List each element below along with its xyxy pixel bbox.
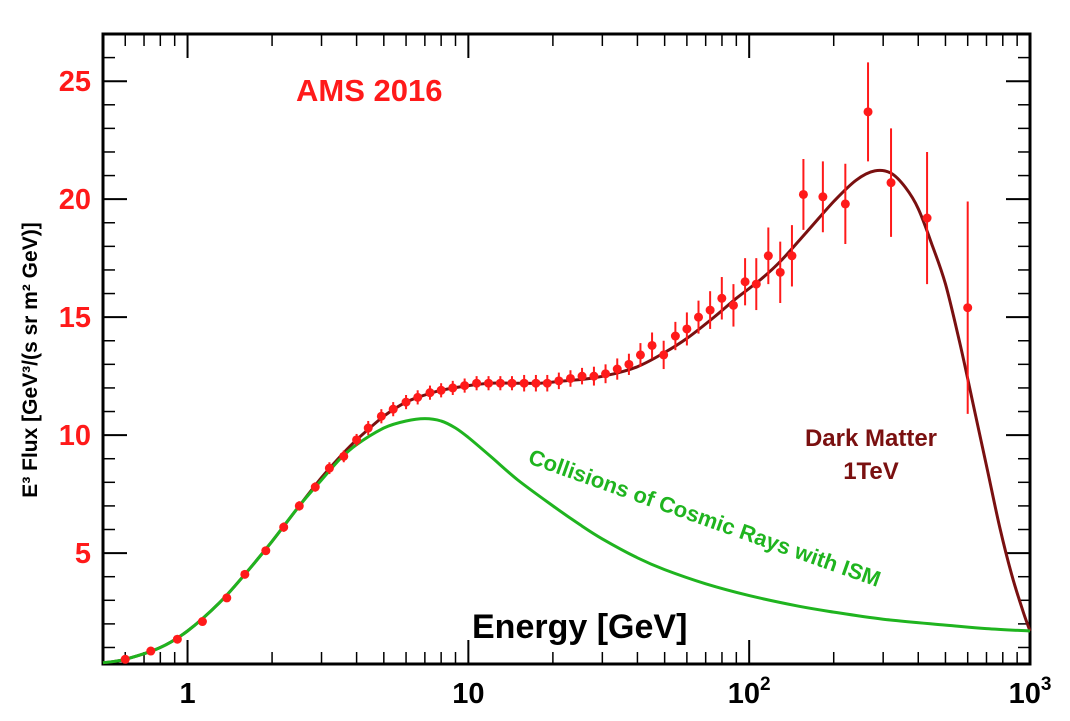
x-tick-label-base: 1: [179, 678, 195, 710]
y-tick-label: 10: [59, 420, 91, 452]
data-point: [484, 378, 494, 388]
data-point: [401, 397, 411, 407]
data-point: [240, 569, 250, 579]
data-point: [787, 251, 797, 261]
data-point: [172, 634, 182, 644]
data-point: [751, 279, 761, 289]
data-point: [197, 617, 207, 627]
data-point: [705, 305, 715, 315]
data-point: [146, 646, 156, 656]
y-axis-label-text: E³ Flux [GeV³/(s sr m² GeV)]: [19, 222, 42, 497]
data-point: [863, 107, 873, 117]
y-tick-label: 5: [75, 538, 91, 570]
data-point: [647, 340, 657, 350]
plot-frame: [101, 32, 1032, 666]
x-tick-label-base: 10: [728, 678, 760, 710]
data-point: [542, 378, 552, 388]
dark-matter-label-line1: Dark Matter: [805, 425, 937, 452]
data-point: [565, 373, 575, 383]
data-point: [261, 546, 271, 556]
x-tick-label: 102: [728, 674, 771, 710]
y-tick-label: 15: [59, 302, 91, 334]
x-minor-ticks: [102, 34, 1018, 664]
data-point: [659, 350, 669, 360]
x-axis-ticks: 1 10 102 103: [179, 34, 1051, 710]
data-point: [352, 435, 362, 445]
data-point: [798, 189, 808, 199]
data-point: [886, 178, 896, 188]
data-point: [363, 423, 373, 433]
data-point: [818, 192, 828, 202]
dark-matter-label-line2: 1TeV: [843, 458, 899, 485]
data-point: [624, 359, 634, 369]
x-axis-label: Energy [GeV]: [472, 608, 687, 646]
data-point: [577, 371, 587, 381]
data-point: [507, 378, 517, 388]
x-tick-label: 1: [179, 678, 195, 710]
y-tick-label: 20: [59, 184, 91, 216]
data-point: [448, 383, 458, 393]
data-point: [635, 350, 645, 360]
data-point: [728, 300, 738, 310]
x-tick-label-exponent: 2: [760, 674, 771, 695]
data-point: [740, 277, 750, 287]
y-minor-ticks: [103, 56, 1030, 649]
data-point: [310, 482, 320, 492]
data-point: [922, 213, 932, 223]
data-point: [717, 293, 727, 303]
data-points: [120, 62, 973, 664]
chart-title: AMS 2016: [296, 73, 442, 108]
y-axis-label: E³ Flux [GeV³/(s sr m² GeV)]: [19, 222, 42, 497]
data-point: [294, 501, 304, 511]
data-point: [460, 381, 470, 391]
y-axis-ticks: 5 10 15 20 25: [59, 66, 1030, 570]
data-point: [601, 369, 611, 379]
data-point: [279, 522, 289, 532]
x-tick-label: 10: [452, 678, 484, 710]
data-point: [222, 593, 232, 603]
x-tick-label-base: 10: [1009, 678, 1041, 710]
data-point: [775, 267, 785, 277]
x-tick-label-base: 10: [452, 678, 484, 710]
data-point: [694, 312, 704, 322]
data-point: [670, 331, 680, 341]
data-point: [519, 378, 529, 388]
data-point: [589, 371, 599, 381]
x-tick-label-exponent: 3: [1041, 674, 1052, 695]
data-point: [840, 199, 850, 209]
data-point: [531, 378, 541, 388]
data-point: [612, 364, 622, 374]
data-point: [472, 378, 482, 388]
data-point: [495, 378, 505, 388]
data-point: [339, 451, 349, 461]
data-point: [682, 324, 692, 334]
data-point: [963, 303, 973, 313]
data-point: [388, 404, 398, 414]
data-point: [376, 411, 386, 421]
data-point: [425, 388, 435, 398]
data-point: [554, 376, 564, 386]
data-point: [413, 392, 423, 402]
x-tick-label: 103: [1009, 674, 1052, 710]
data-point: [120, 654, 130, 664]
data-point: [436, 385, 446, 395]
data-point: [324, 463, 334, 473]
data-point: [763, 251, 773, 261]
y-tick-label: 25: [59, 66, 91, 98]
